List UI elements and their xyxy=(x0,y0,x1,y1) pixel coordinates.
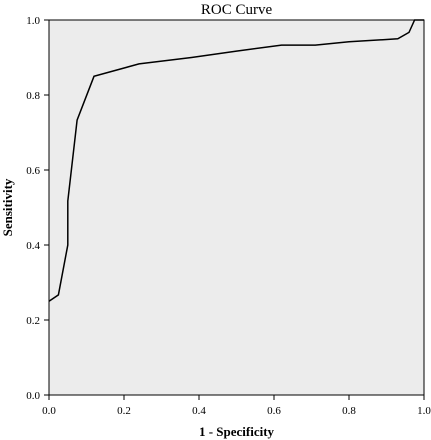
y-tick-label: 0.2 xyxy=(26,315,40,327)
axis-ticks: 0.0 0.2 0.4 0.6 0.8 1.0 0.0 0.2 0.4 0.6 0.8 1.0 xyxy=(26,15,431,417)
x-tick-label: 0.2 xyxy=(117,405,131,417)
y-tick-label: 0.0 xyxy=(26,390,40,402)
chart-title: ROC Curve xyxy=(201,2,273,18)
x-tick-label: 0.6 xyxy=(267,405,281,417)
x-axis-label: 1 - Specificity xyxy=(199,424,275,439)
y-tick-label: 0.8 xyxy=(26,90,40,102)
x-tick-label: 1.0 xyxy=(417,405,431,417)
x-tick-label: 0.4 xyxy=(192,405,206,417)
roc-curve-line xyxy=(48,19,424,302)
y-tick-label: 1.0 xyxy=(26,15,40,27)
x-tick-label: 0.8 xyxy=(342,405,356,417)
plot-area xyxy=(49,20,424,395)
plot-border xyxy=(48,19,425,396)
y-tick-label: 0.6 xyxy=(26,165,40,177)
y-tick-label: 0.4 xyxy=(26,240,40,252)
x-tick-label: 0.0 xyxy=(42,405,56,417)
y-axis-label: Sensitivity xyxy=(0,178,15,236)
